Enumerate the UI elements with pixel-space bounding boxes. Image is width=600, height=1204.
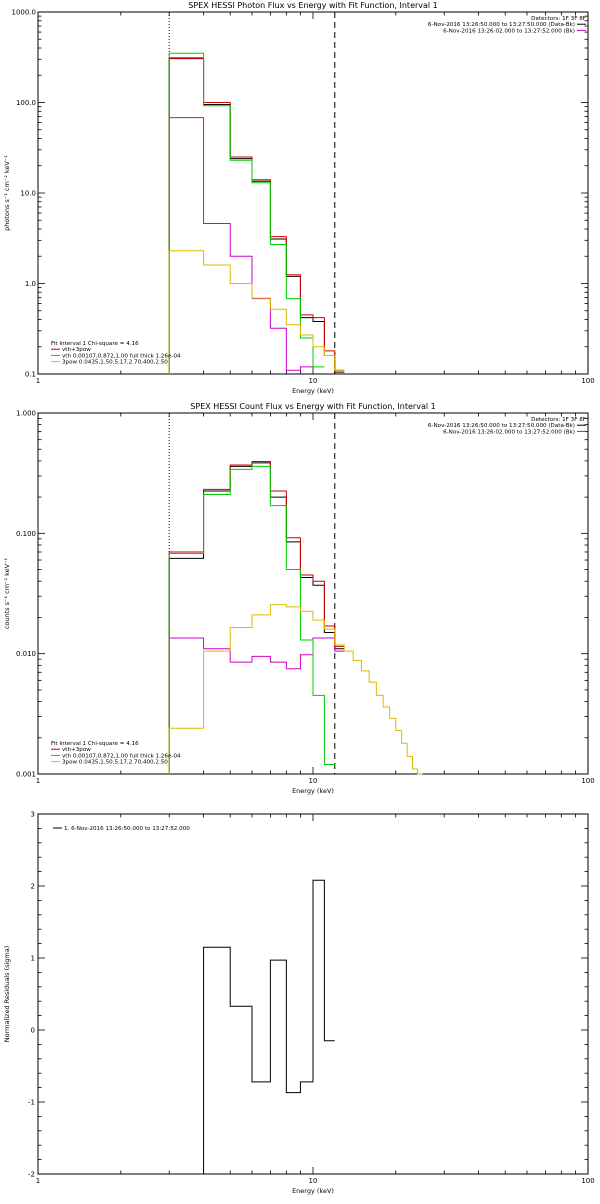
series-3-step-line: [168, 58, 345, 374]
series-2-step-line: [168, 637, 345, 774]
legend-entry: vth 0.00107,0.872,1.00 full thick 1.26e-…: [62, 353, 181, 359]
y-tick-label: 0.010: [16, 650, 36, 658]
legend-header: Detectors: 1F 3F 8F: [531, 417, 586, 423]
y-axis-label: Normalized Residuals (sigma): [3, 946, 11, 1043]
legend-header: Fit Interval 1 Chi-square = 4.16: [51, 741, 139, 747]
series-4-step-line: [168, 465, 335, 774]
legend-entry: 6-Nov-2016 13:26:02.000 to 13:27:52.000 …: [443, 429, 575, 435]
legend-entry: vth 0.00107,0.872,1.00 full thick 1.26e-…: [62, 753, 181, 759]
y-tick-label: 1.0: [25, 280, 36, 288]
legend-legend_bottom: Fit Interval 1 Chi-square = 4.16vth+3pow…: [51, 741, 181, 766]
legend-entry: 6-Nov-2016 13:26:50.000 to 13:27:50.000 …: [428, 22, 575, 28]
legend-legend_top: Detectors: 1F 3F 8F6-Nov-2016 13:26:50.0…: [428, 16, 586, 34]
series-1-step-line: [168, 57, 345, 374]
chart-panel-2: SPEX HESSI Count Flux vs Energy with Fit…: [3, 402, 595, 795]
x-tick-label: 1: [36, 777, 40, 785]
series-1-step-line: [168, 462, 345, 774]
y-tick-label: 0.001: [16, 771, 36, 779]
legend-entry: vth+3pow: [62, 347, 91, 353]
y-tick-label: 100.0: [16, 99, 36, 107]
y-tick-label: 3: [31, 811, 35, 819]
series-1-step-line: [169, 879, 335, 1175]
y-tick-label: 1000.0: [12, 9, 37, 17]
y-tick-label: -1: [28, 1099, 35, 1107]
legend-header: Fit Interval 1 Chi-square = 4.16: [51, 341, 139, 347]
series-4-step-line: [168, 52, 325, 374]
y-axis-label: photons s⁻¹ cm⁻² keV⁻¹: [3, 155, 11, 231]
x-axis-label: Energy (keV): [292, 387, 334, 395]
chart-panel-1: SPEX HESSI Photon Flux vs Energy with Fi…: [3, 1, 595, 395]
legend-legend: 1. 6-Nov-2016 13:26:50.000 to 13:27:52.0…: [53, 826, 190, 832]
legend-entry: 6-Nov-2016 13:26:50.000 to 13:27:50.000 …: [428, 423, 575, 429]
y-tick-label: 2: [31, 883, 35, 891]
legend-entry: vth+3pow: [62, 747, 91, 753]
x-tick-label: 10: [309, 1177, 318, 1185]
x-axis-label: Energy (keV): [292, 787, 334, 795]
y-tick-label: -2: [28, 1171, 35, 1179]
legend-entry: 1. 6-Nov-2016 13:26:50.000 to 13:27:52.0…: [64, 826, 190, 832]
chart-title: SPEX HESSI Count Flux vs Energy with Fit…: [190, 402, 435, 411]
x-tick-label: 10: [309, 777, 318, 785]
series-5-step-line: [168, 604, 423, 775]
legend-legend_top: Detectors: 1F 3F 8F6-Nov-2016 13:26:50.0…: [428, 417, 586, 435]
x-tick-label: 100: [581, 777, 594, 785]
chart-panel-3: 1 10 100 -2 -1 0 1 2 3 Energy (keV) Normalized Res…: [3, 811, 595, 1196]
chart-title: SPEX HESSI Photon Flux vs Energy with Fi…: [188, 1, 438, 10]
series-3-step-line: [168, 461, 345, 774]
legend-entry: 3pow 0.0435,1.50,5.17,2.70,400,2.50: [62, 760, 168, 766]
x-axis-label: Energy (keV): [292, 1187, 334, 1195]
legend-entry: 6-Nov-2016 13:26:02.000 to 13:27:52.000 …: [443, 28, 575, 34]
y-axis-label: counts s⁻¹ cm⁻² keV⁻¹: [3, 557, 11, 629]
legend-header: Detectors: 1F 3F 8F: [531, 16, 586, 22]
x-tick-label: 1: [36, 1177, 40, 1185]
plot-frame: [37, 412, 589, 775]
y-tick-label: 0.1: [25, 371, 36, 379]
series-5-step-line: [168, 250, 345, 374]
x-tick-label: 10: [309, 377, 318, 385]
y-tick-label: 0: [31, 1027, 35, 1035]
y-tick-label: 10.0: [20, 190, 36, 198]
legend-legend_bottom: Fit Interval 1 Chi-square = 4.16vth+3pow…: [51, 341, 181, 366]
y-tick-label: 1.000: [16, 410, 36, 418]
legend-entry: 3pow 0.0435,1.50,5.17,2.70,400,2.50: [62, 360, 168, 366]
x-tick-label: 100: [581, 377, 594, 385]
series-2-step-line: [168, 117, 313, 374]
x-tick-label: 1: [36, 377, 40, 385]
x-tick-label: 100: [581, 1177, 594, 1185]
y-tick-label: 1: [31, 955, 35, 963]
y-tick-label: 0.100: [16, 530, 36, 538]
